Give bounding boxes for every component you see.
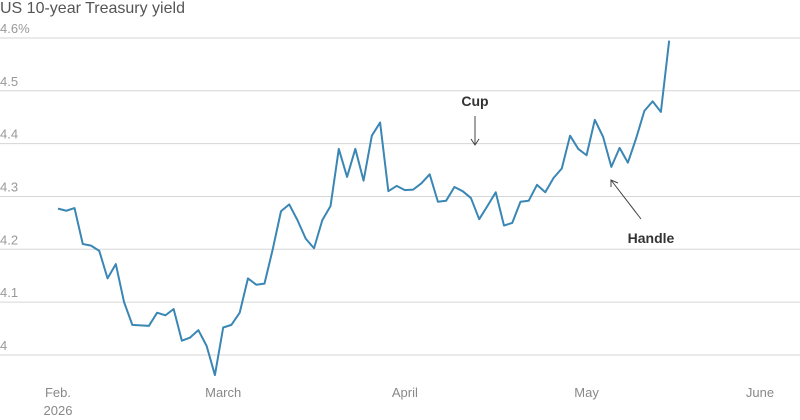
- annotation: Cup: [461, 93, 488, 109]
- chart-title: US 10-year Treasury yield: [0, 0, 185, 17]
- annotation-arrow: [470, 116, 480, 146]
- y-tick-label: 4.3: [0, 179, 18, 194]
- y-tick-label: 4.6%: [0, 21, 30, 36]
- x-tick-label: April: [391, 385, 418, 400]
- y-tick-label: 4: [0, 338, 7, 353]
- annotation-arrow: [610, 179, 642, 220]
- x-tick-label: May: [574, 385, 599, 400]
- annotation: Handle: [628, 230, 675, 246]
- y-tick-label: 4.5: [0, 74, 18, 89]
- data-line: [57, 40, 671, 377]
- y-tick-label: 4.4: [0, 127, 18, 142]
- y-tick-label: 4.1: [0, 285, 18, 300]
- x-tick-label: June: [745, 385, 775, 400]
- y-tick-label: 4.2: [0, 232, 18, 247]
- x-tick-label: Feb. 2026: [43, 385, 73, 418]
- x-tick-label: March: [205, 385, 242, 400]
